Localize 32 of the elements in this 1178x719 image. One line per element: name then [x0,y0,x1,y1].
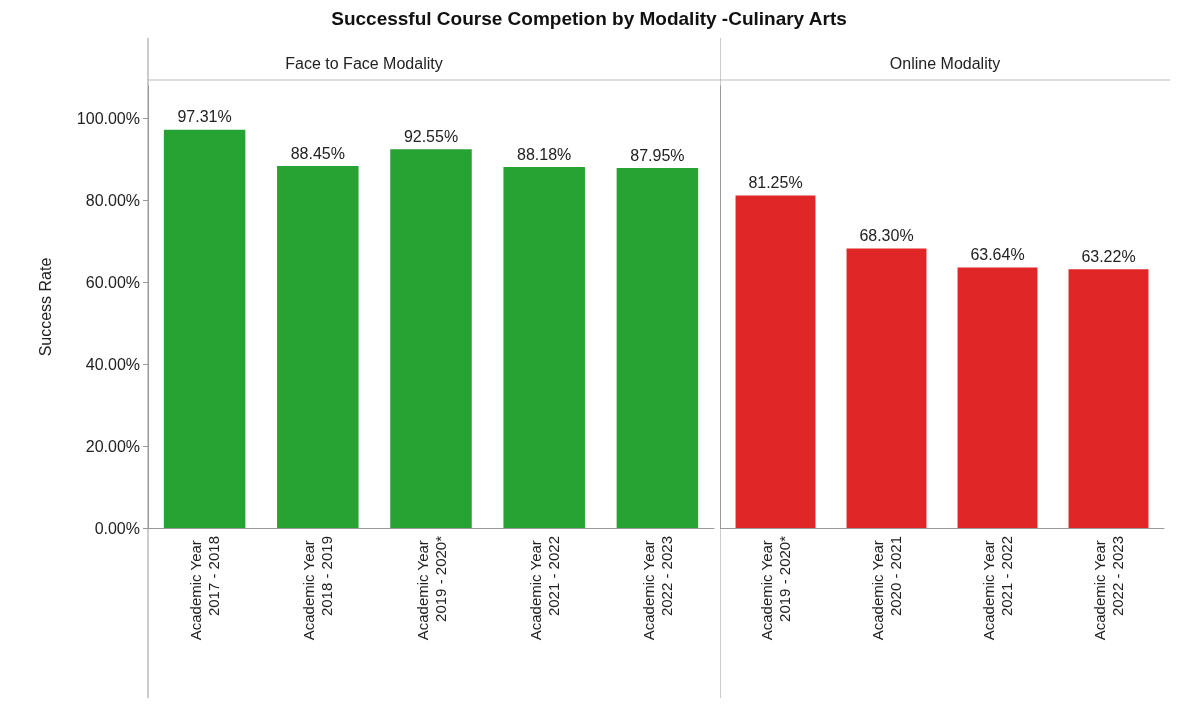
data-label: 87.95% [630,146,685,164]
chart-subtitle: Online Modality [889,54,1001,72]
y-axis-title: Success Rate [36,257,54,357]
data-label: 68.30% [859,226,914,244]
data-label: 81.25% [748,173,803,191]
x-tick-label: Academic Year 2019 - 2020* [413,535,449,641]
bar [957,267,1038,528]
chart-subtitle: Face to Face Modality [285,54,443,72]
y-tick-label: 60.00% [85,273,140,291]
x-tick-label: Academic Year 2019 - 2020* [758,535,793,641]
data-label: 63.22% [1081,247,1136,265]
x-tick-label: Academic Year 2021 - 2022 [526,536,562,641]
y-tick-label: 20.00% [85,437,140,455]
x-tick-label: Academic Year 2022 - 2023 [1091,536,1126,641]
bar [1068,269,1149,528]
x-tick-label: Academic Year 2017 - 2018 [187,536,223,641]
y-tick-label: 80.00% [85,192,140,210]
data-label: 92.55% [403,127,459,145]
data-label: 63.64% [970,246,1025,264]
bar [735,195,816,528]
x-tick-label: Academic Year 2022 - 2023 [639,536,675,641]
x-tick-label: Academic Year 2018 - 2019 [300,536,336,641]
data-label: 88.18% [517,145,572,163]
y-tick-label: 0.00% [94,519,140,537]
chart-title: Successful Course Competion by Modality -Culinary Arts [330,8,848,31]
x-tick-label: Academic Year 2020 - 2021 [869,536,904,641]
bar [846,248,927,528]
data-label: 97.31% [177,108,232,126]
x-tick-label: Academic Year 2021 - 2022 [980,536,1015,641]
y-tick-label: 40.00% [85,355,140,373]
data-label: 88.45% [290,144,345,162]
y-tick-label: 100.00% [76,110,140,128]
